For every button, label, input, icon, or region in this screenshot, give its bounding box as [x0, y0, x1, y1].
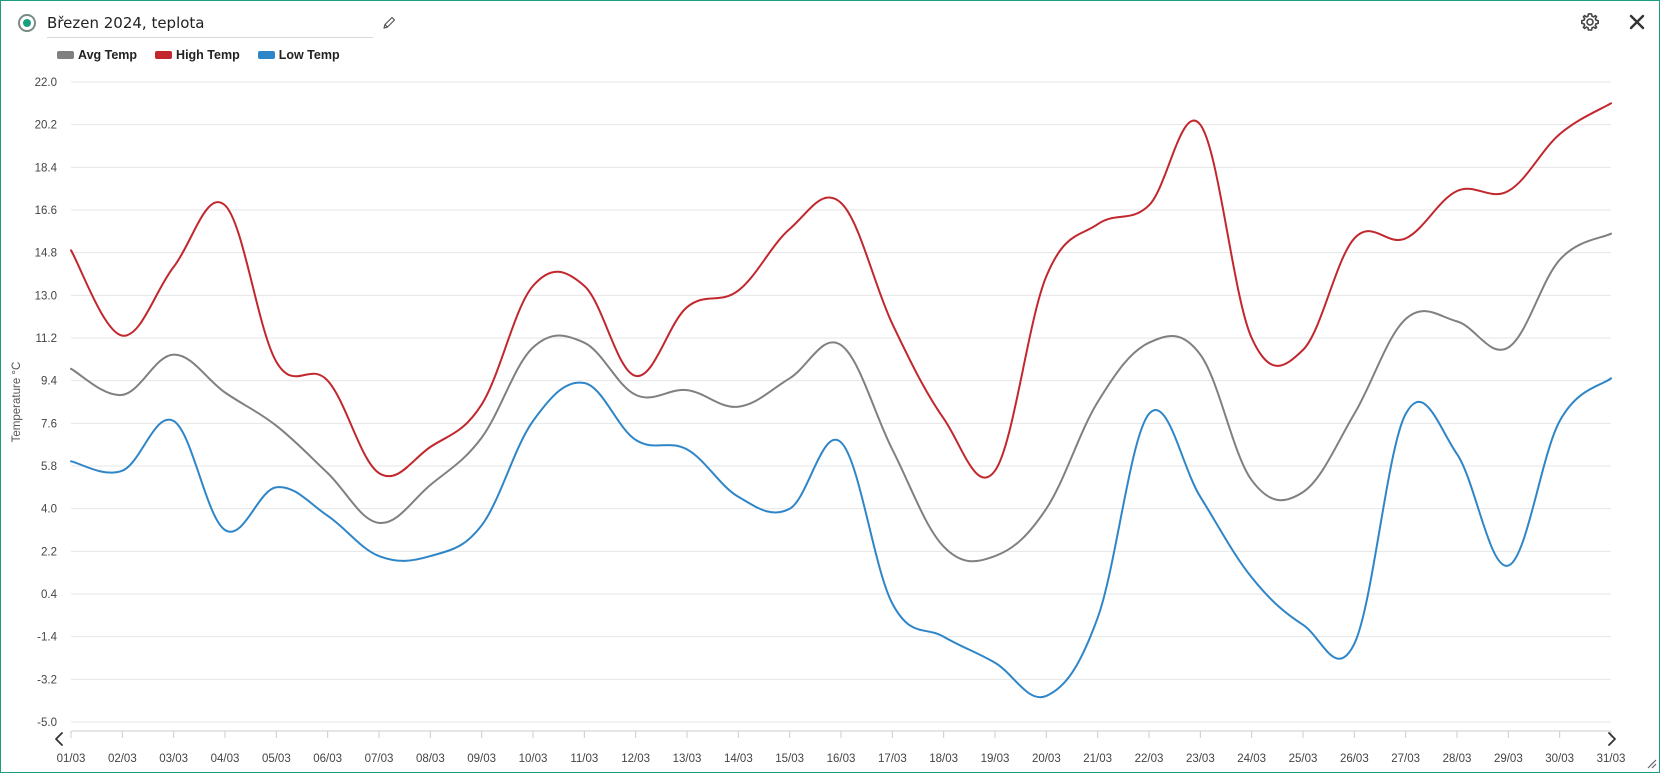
resize-handle-icon[interactable] [1647, 759, 1657, 769]
pencil-icon[interactable] [381, 15, 397, 31]
legend-label-low: Low Temp [278, 48, 340, 62]
legend-label-avg: Avg Temp [78, 48, 138, 62]
y-tick-label: -3.2 [37, 674, 57, 686]
y-tick-label: 20.2 [35, 120, 57, 132]
y-tick-label: 13.0 [35, 290, 57, 302]
y-tick-label: 4.0 [41, 504, 57, 516]
x-tick-label: 13/03 [673, 753, 702, 765]
y-tick-label: 5.8 [41, 461, 57, 473]
x-tick-label: 24/03 [1237, 753, 1266, 765]
x-tick-label: 01/03 [57, 753, 86, 765]
x-tick-label: 12/03 [621, 753, 650, 765]
x-tick-label: 28/03 [1443, 753, 1472, 765]
x-tick-label: 23/03 [1186, 753, 1215, 765]
chevron-right-icon[interactable] [1605, 730, 1619, 748]
x-tick-label: 15/03 [775, 753, 804, 765]
y-tick-label: -1.4 [37, 632, 57, 644]
y-tick-label: 0.4 [41, 589, 58, 601]
y-tick-label: 2.2 [41, 546, 57, 558]
status-dot-icon[interactable] [18, 14, 36, 32]
x-tick-label: 16/03 [827, 753, 856, 765]
x-tick-label: 19/03 [981, 753, 1010, 765]
legend-label-high: High Temp [176, 48, 240, 62]
y-tick-label: 11.2 [35, 333, 57, 345]
x-tick-label: 02/03 [108, 753, 137, 765]
x-tick-label: 09/03 [467, 753, 496, 765]
x-tick-label: 06/03 [313, 753, 342, 765]
x-tick-label: 05/03 [262, 753, 291, 765]
gear-icon[interactable] [1580, 12, 1600, 32]
x-tick-label: 27/03 [1391, 753, 1420, 765]
x-tick-label: 14/03 [724, 753, 753, 765]
series-layer [70, 102, 1612, 699]
legend-item-low[interactable]: Low Temp [257, 48, 340, 62]
x-tick-label: 22/03 [1135, 753, 1164, 765]
chevron-left-icon[interactable] [52, 730, 66, 748]
x-tick-label: 07/03 [365, 753, 394, 765]
x-tick-label: 30/03 [1545, 753, 1574, 765]
x-tick-label: 10/03 [519, 753, 548, 765]
series-line-high [70, 102, 1612, 479]
legend-swatch-low [257, 51, 275, 59]
x-tick-label: 04/03 [211, 753, 240, 765]
series-line-avg [70, 232, 1612, 563]
x-tick-label: 17/03 [878, 753, 907, 765]
x-tick-label: 08/03 [416, 753, 445, 765]
legend-item-avg[interactable]: Avg Temp [57, 48, 137, 62]
series-line-low [70, 377, 1612, 699]
x-tick-label: 21/03 [1083, 753, 1112, 765]
legend-swatch-avg [57, 51, 74, 59]
axis-layer: 22.0 20.2 18.4 16.6 14.8 13.0 11.2 9.4 7.6 5.8 4.0… [35, 77, 1626, 765]
y-tick-label: 22.0 [35, 77, 57, 89]
legend-swatch-high [155, 51, 173, 59]
x-tick-label: 11/03 [570, 753, 598, 765]
x-tick-label: 29/03 [1494, 753, 1523, 765]
title-field[interactable]: Březen 2024, teplota [47, 11, 373, 38]
chart-title[interactable]: Březen 2024, teplota [47, 14, 205, 32]
x-tick-label: 31/03 [1597, 753, 1626, 765]
x-tick-label: 26/03 [1340, 753, 1369, 765]
y-tick-label: 16.6 [35, 205, 57, 217]
grid-layer [71, 81, 1611, 723]
x-tick-label: 18/03 [929, 753, 958, 765]
chart-legend: Avg Temp High Temp Low Temp [57, 48, 340, 62]
y-tick-label: 7.6 [41, 418, 57, 430]
x-tick-label: 20/03 [1032, 753, 1061, 765]
y-tick-label: -5.0 [37, 717, 57, 729]
y-tick-label: 9.4 [41, 376, 58, 388]
legend-item-high[interactable]: High Temp [155, 48, 240, 62]
close-icon[interactable] [1628, 13, 1646, 31]
x-tick-label: 25/03 [1289, 753, 1318, 765]
y-tick-label: 18.4 [35, 162, 58, 174]
y-tick-label: 14.8 [35, 248, 57, 260]
x-tick-label: 03/03 [159, 753, 188, 765]
